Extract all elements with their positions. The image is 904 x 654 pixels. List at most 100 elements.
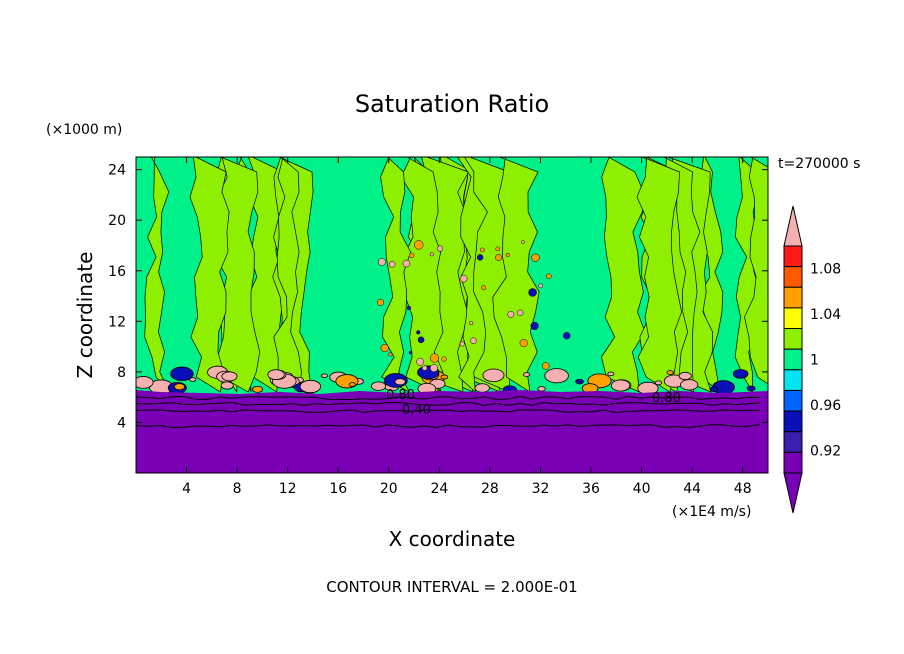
cloud-patch bbox=[267, 369, 285, 380]
colorbar-swatch bbox=[783, 328, 803, 350]
scatter-patch bbox=[429, 252, 434, 257]
scatter-patch bbox=[469, 321, 474, 326]
contour-line bbox=[136, 409, 761, 413]
y-tick-label: 16 bbox=[108, 264, 126, 280]
x-tick-label: 36 bbox=[582, 481, 600, 497]
colorbar-swatch bbox=[783, 451, 803, 474]
cloud-patch bbox=[220, 381, 234, 390]
scatter-patch bbox=[429, 353, 440, 363]
cloud-patch bbox=[440, 374, 449, 380]
cloud-patch bbox=[680, 379, 699, 391]
x-tick-label: 44 bbox=[683, 481, 701, 497]
colorbar-tick-label: 1.04 bbox=[810, 307, 841, 323]
cloud-patch bbox=[348, 382, 356, 387]
contour-line bbox=[136, 424, 761, 428]
scatter-patch bbox=[521, 240, 525, 244]
y-tick-label: 24 bbox=[108, 163, 126, 179]
colorbar-under-triangle bbox=[783, 472, 803, 514]
x-axis-title: X coordinate bbox=[389, 527, 516, 551]
scatter-patch bbox=[388, 352, 393, 357]
plot-frame bbox=[135, 156, 769, 474]
cloud-patch bbox=[544, 368, 569, 384]
cloud-patch bbox=[575, 378, 584, 385]
cloud-patch bbox=[299, 379, 322, 394]
x-tick-label: 16 bbox=[329, 481, 347, 497]
cloud-patch bbox=[371, 381, 387, 391]
scatter-patch bbox=[546, 273, 552, 280]
contour-lines bbox=[136, 395, 761, 428]
scatter-patch bbox=[416, 330, 421, 335]
cloud-patch bbox=[136, 376, 154, 389]
colorbar-swatch bbox=[783, 245, 803, 268]
scatter-patch bbox=[377, 258, 386, 266]
scatter-patch bbox=[406, 305, 412, 311]
colorbar-swatch bbox=[783, 369, 803, 391]
cloud-patch bbox=[221, 371, 238, 382]
x-tick-label: 28 bbox=[481, 481, 499, 497]
x-tick-label: 12 bbox=[279, 481, 297, 497]
x-tick-label: 40 bbox=[633, 481, 651, 497]
y-tick-label: 20 bbox=[108, 213, 126, 229]
cloud-patch bbox=[746, 385, 756, 392]
cloud-patch bbox=[170, 366, 194, 382]
colorbar-tick-label: 1 bbox=[810, 353, 819, 369]
x-tick-label: 32 bbox=[532, 481, 550, 497]
chart-title: Saturation Ratio bbox=[355, 90, 549, 118]
scatter-patch bbox=[495, 254, 503, 262]
scatter-patch bbox=[408, 252, 415, 259]
cloud-patch bbox=[654, 380, 663, 386]
cloud-patch bbox=[394, 378, 406, 386]
contour-interval-footer: CONTOUR INTERVAL = 2.000E-01 bbox=[326, 578, 577, 596]
scatter-patch bbox=[388, 260, 396, 268]
cloud-patch bbox=[607, 371, 615, 377]
scatter-patch bbox=[528, 288, 537, 297]
contour-band bbox=[492, 157, 540, 393]
cloud-patch bbox=[709, 386, 719, 392]
scatter-patch bbox=[505, 252, 510, 258]
cloud-patch bbox=[522, 372, 531, 377]
contour-line bbox=[136, 395, 761, 400]
colorbar-swatch bbox=[783, 410, 803, 433]
scatter-patch bbox=[417, 336, 425, 344]
colorbar-tick-label: 0.92 bbox=[810, 443, 841, 459]
scatter-patch bbox=[531, 253, 540, 262]
x-tick-label: 24 bbox=[430, 481, 448, 497]
scatter-patch bbox=[459, 274, 468, 283]
y-tick-label: 8 bbox=[117, 365, 126, 381]
scatter-patch bbox=[437, 245, 444, 252]
contour-line bbox=[136, 402, 761, 406]
scatter-patch bbox=[530, 321, 539, 330]
scatter-patch bbox=[402, 259, 411, 268]
scatter-patch bbox=[480, 247, 485, 253]
x-axis: 4 8 12 16 20 24 28 32 36 40 44 48 bbox=[182, 157, 752, 497]
x-unit-label: (×1E4 m/s) bbox=[672, 504, 751, 520]
scatter-patch bbox=[421, 365, 428, 371]
cloud-patch bbox=[610, 379, 631, 392]
contour-band bbox=[189, 157, 230, 393]
y-unit-label: (×1000 m) bbox=[46, 122, 122, 138]
colorbar-tick-label: 1.08 bbox=[810, 262, 841, 278]
contour-label-3: 0.80 bbox=[652, 391, 681, 406]
cloud-patch bbox=[482, 368, 505, 383]
y-tick-label: 4 bbox=[117, 415, 126, 431]
scatter-patch bbox=[429, 364, 438, 373]
colorbar-swatch bbox=[783, 431, 803, 453]
colorbar-swatch bbox=[783, 266, 803, 288]
scatter-patch bbox=[459, 341, 465, 347]
cloud-patch bbox=[666, 370, 674, 375]
y-axis-title: Z coordinate bbox=[73, 252, 97, 379]
scatter-patch bbox=[519, 339, 528, 348]
y-tick-label: 12 bbox=[108, 314, 126, 330]
y-axis: 4 8 12 16 20 24 bbox=[108, 163, 768, 431]
scatter-patch bbox=[538, 283, 543, 289]
scatter-patch bbox=[507, 310, 515, 318]
cloud-patch bbox=[678, 371, 692, 381]
colorbar-tick-label: 0.96 bbox=[810, 398, 841, 414]
scatter-patch bbox=[408, 350, 413, 355]
scatter-patch bbox=[542, 362, 550, 370]
scatter-patch bbox=[414, 240, 424, 250]
colorbar-swatch bbox=[783, 348, 803, 371]
cloud-patch bbox=[173, 383, 186, 391]
scatter-patch bbox=[416, 357, 425, 366]
